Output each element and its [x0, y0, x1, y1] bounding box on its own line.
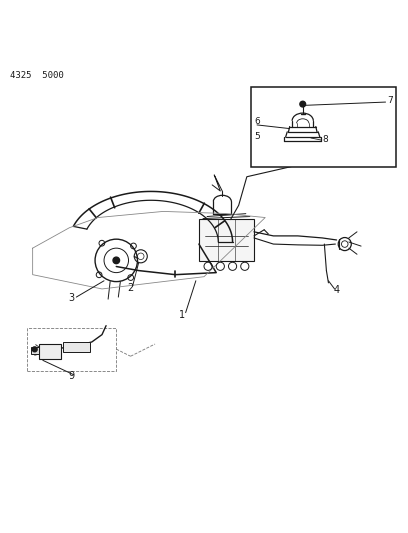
Bar: [27, 328, 116, 370]
Text: 2: 2: [127, 283, 134, 293]
Bar: [39, 344, 61, 359]
Bar: [199, 219, 254, 261]
Text: 4: 4: [333, 285, 340, 295]
Text: 7: 7: [387, 96, 392, 106]
Text: 4325  5000: 4325 5000: [10, 71, 64, 80]
Text: 9: 9: [68, 370, 75, 381]
Bar: [31, 347, 39, 354]
Text: 8: 8: [322, 135, 328, 144]
Bar: [63, 342, 90, 352]
Circle shape: [300, 101, 306, 107]
Text: 3: 3: [68, 293, 75, 303]
Circle shape: [32, 347, 37, 352]
Text: 1: 1: [178, 310, 185, 319]
Bar: [251, 87, 396, 166]
Text: 6: 6: [254, 117, 260, 126]
Circle shape: [113, 257, 120, 264]
Text: 5: 5: [254, 132, 260, 141]
